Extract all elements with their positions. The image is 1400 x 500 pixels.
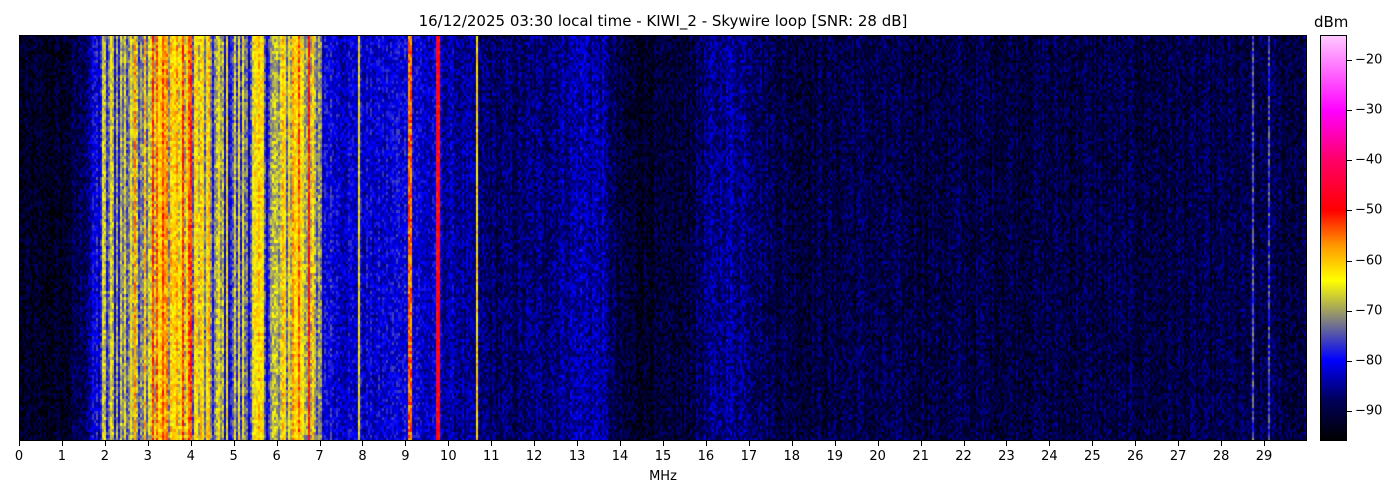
x-tick-label: 15 <box>654 449 672 464</box>
x-tick-label: 16 <box>697 449 715 464</box>
x-tick <box>1092 441 1094 446</box>
x-tick-label: 3 <box>143 449 152 464</box>
colorbar-tick-label: −90 <box>1355 403 1383 419</box>
colorbar-tick-label: −70 <box>1355 303 1383 319</box>
colorbar-tick-label: −80 <box>1355 353 1383 369</box>
x-tick-label: 24 <box>1041 449 1058 464</box>
x-tick <box>620 441 622 446</box>
x-tick-label: 6 <box>272 449 281 464</box>
x-tick-label: 12 <box>525 449 543 464</box>
x-tick <box>362 441 364 446</box>
x-tick-label: 23 <box>998 449 1015 464</box>
x-tick-label: 4 <box>186 449 195 464</box>
x-tick-label: 9 <box>401 449 410 464</box>
x-tick <box>1264 441 1266 446</box>
x-tick-label: 2 <box>100 449 109 464</box>
x-tick <box>405 441 407 446</box>
x-tick <box>104 441 106 446</box>
chart-title: 16/12/2025 03:30 local time - KIWI_2 - S… <box>418 12 908 30</box>
x-tick <box>448 441 450 446</box>
x-tick <box>1135 441 1137 446</box>
x-tick <box>319 441 321 446</box>
x-tick-label: 7 <box>315 449 324 464</box>
x-tick <box>834 441 836 446</box>
x-tick <box>963 441 965 446</box>
colorbar-tick <box>1347 60 1352 62</box>
waterfall-plot <box>19 35 1307 441</box>
x-tick <box>577 441 579 446</box>
colorbar-tick-label: −60 <box>1355 253 1383 269</box>
colorbar-label: dBm <box>1314 13 1349 31</box>
x-tick-label: 25 <box>1084 449 1101 464</box>
x-tick-label: 19 <box>826 449 843 464</box>
x-tick <box>19 441 20 446</box>
x-tick <box>534 441 536 446</box>
x-tick <box>705 441 707 446</box>
x-axis-label: MHz <box>649 469 677 484</box>
x-tick-label: 8 <box>358 449 367 464</box>
x-tick <box>877 441 879 446</box>
colorbar-tick <box>1347 160 1352 162</box>
colorbar-tick <box>1347 310 1352 312</box>
x-tick <box>147 441 149 446</box>
x-tick <box>791 441 793 446</box>
x-tick-label: 20 <box>869 449 886 464</box>
x-tick-label: 27 <box>1169 449 1187 464</box>
x-tick-label: 28 <box>1212 449 1230 464</box>
x-tick-label: 10 <box>440 449 457 464</box>
x-tick <box>1049 441 1051 446</box>
colorbar-tick-label: −40 <box>1355 152 1383 168</box>
colorbar-tick <box>1347 260 1352 262</box>
x-tick <box>1221 441 1223 446</box>
colorbar-tick-label: −20 <box>1355 52 1383 68</box>
x-tick <box>1006 441 1008 446</box>
x-tick <box>1178 441 1180 446</box>
x-tick <box>920 441 922 446</box>
waterfall-heatmap <box>20 36 1306 440</box>
x-tick-label: 13 <box>568 449 586 464</box>
x-tick-label: 5 <box>229 449 238 464</box>
x-tick-label: 17 <box>740 449 758 464</box>
colorbar-tick <box>1347 110 1352 112</box>
x-tick <box>276 441 278 446</box>
x-tick-label: 18 <box>783 449 801 464</box>
colorbar-tick-label: −50 <box>1355 202 1383 218</box>
colorbar-tick-label: −30 <box>1355 102 1383 118</box>
colorbar-tick <box>1347 360 1352 362</box>
x-tick-label: 14 <box>611 449 629 464</box>
x-tick <box>61 441 63 446</box>
x-tick-label: 11 <box>482 449 500 464</box>
x-tick <box>491 441 493 446</box>
colorbar-tick <box>1347 210 1352 212</box>
x-tick-label: 1 <box>57 449 67 464</box>
x-tick <box>748 441 750 446</box>
x-tick-label: 21 <box>912 449 929 464</box>
colorbar <box>1320 35 1347 441</box>
x-tick-label: 29 <box>1255 449 1273 464</box>
x-tick-label: 26 <box>1126 449 1144 464</box>
x-tick <box>190 441 192 446</box>
x-tick-label: 0 <box>14 449 24 464</box>
x-tick <box>233 441 235 446</box>
colorbar-tick <box>1347 410 1352 412</box>
x-tick <box>663 441 664 446</box>
x-tick-label: 22 <box>955 449 972 464</box>
x-axis: 0 1 2 3 4 5 6 7 8 9 10 11 12 13 14 15 16 17 18 19 20 21 22 23 24… <box>15 441 1307 471</box>
